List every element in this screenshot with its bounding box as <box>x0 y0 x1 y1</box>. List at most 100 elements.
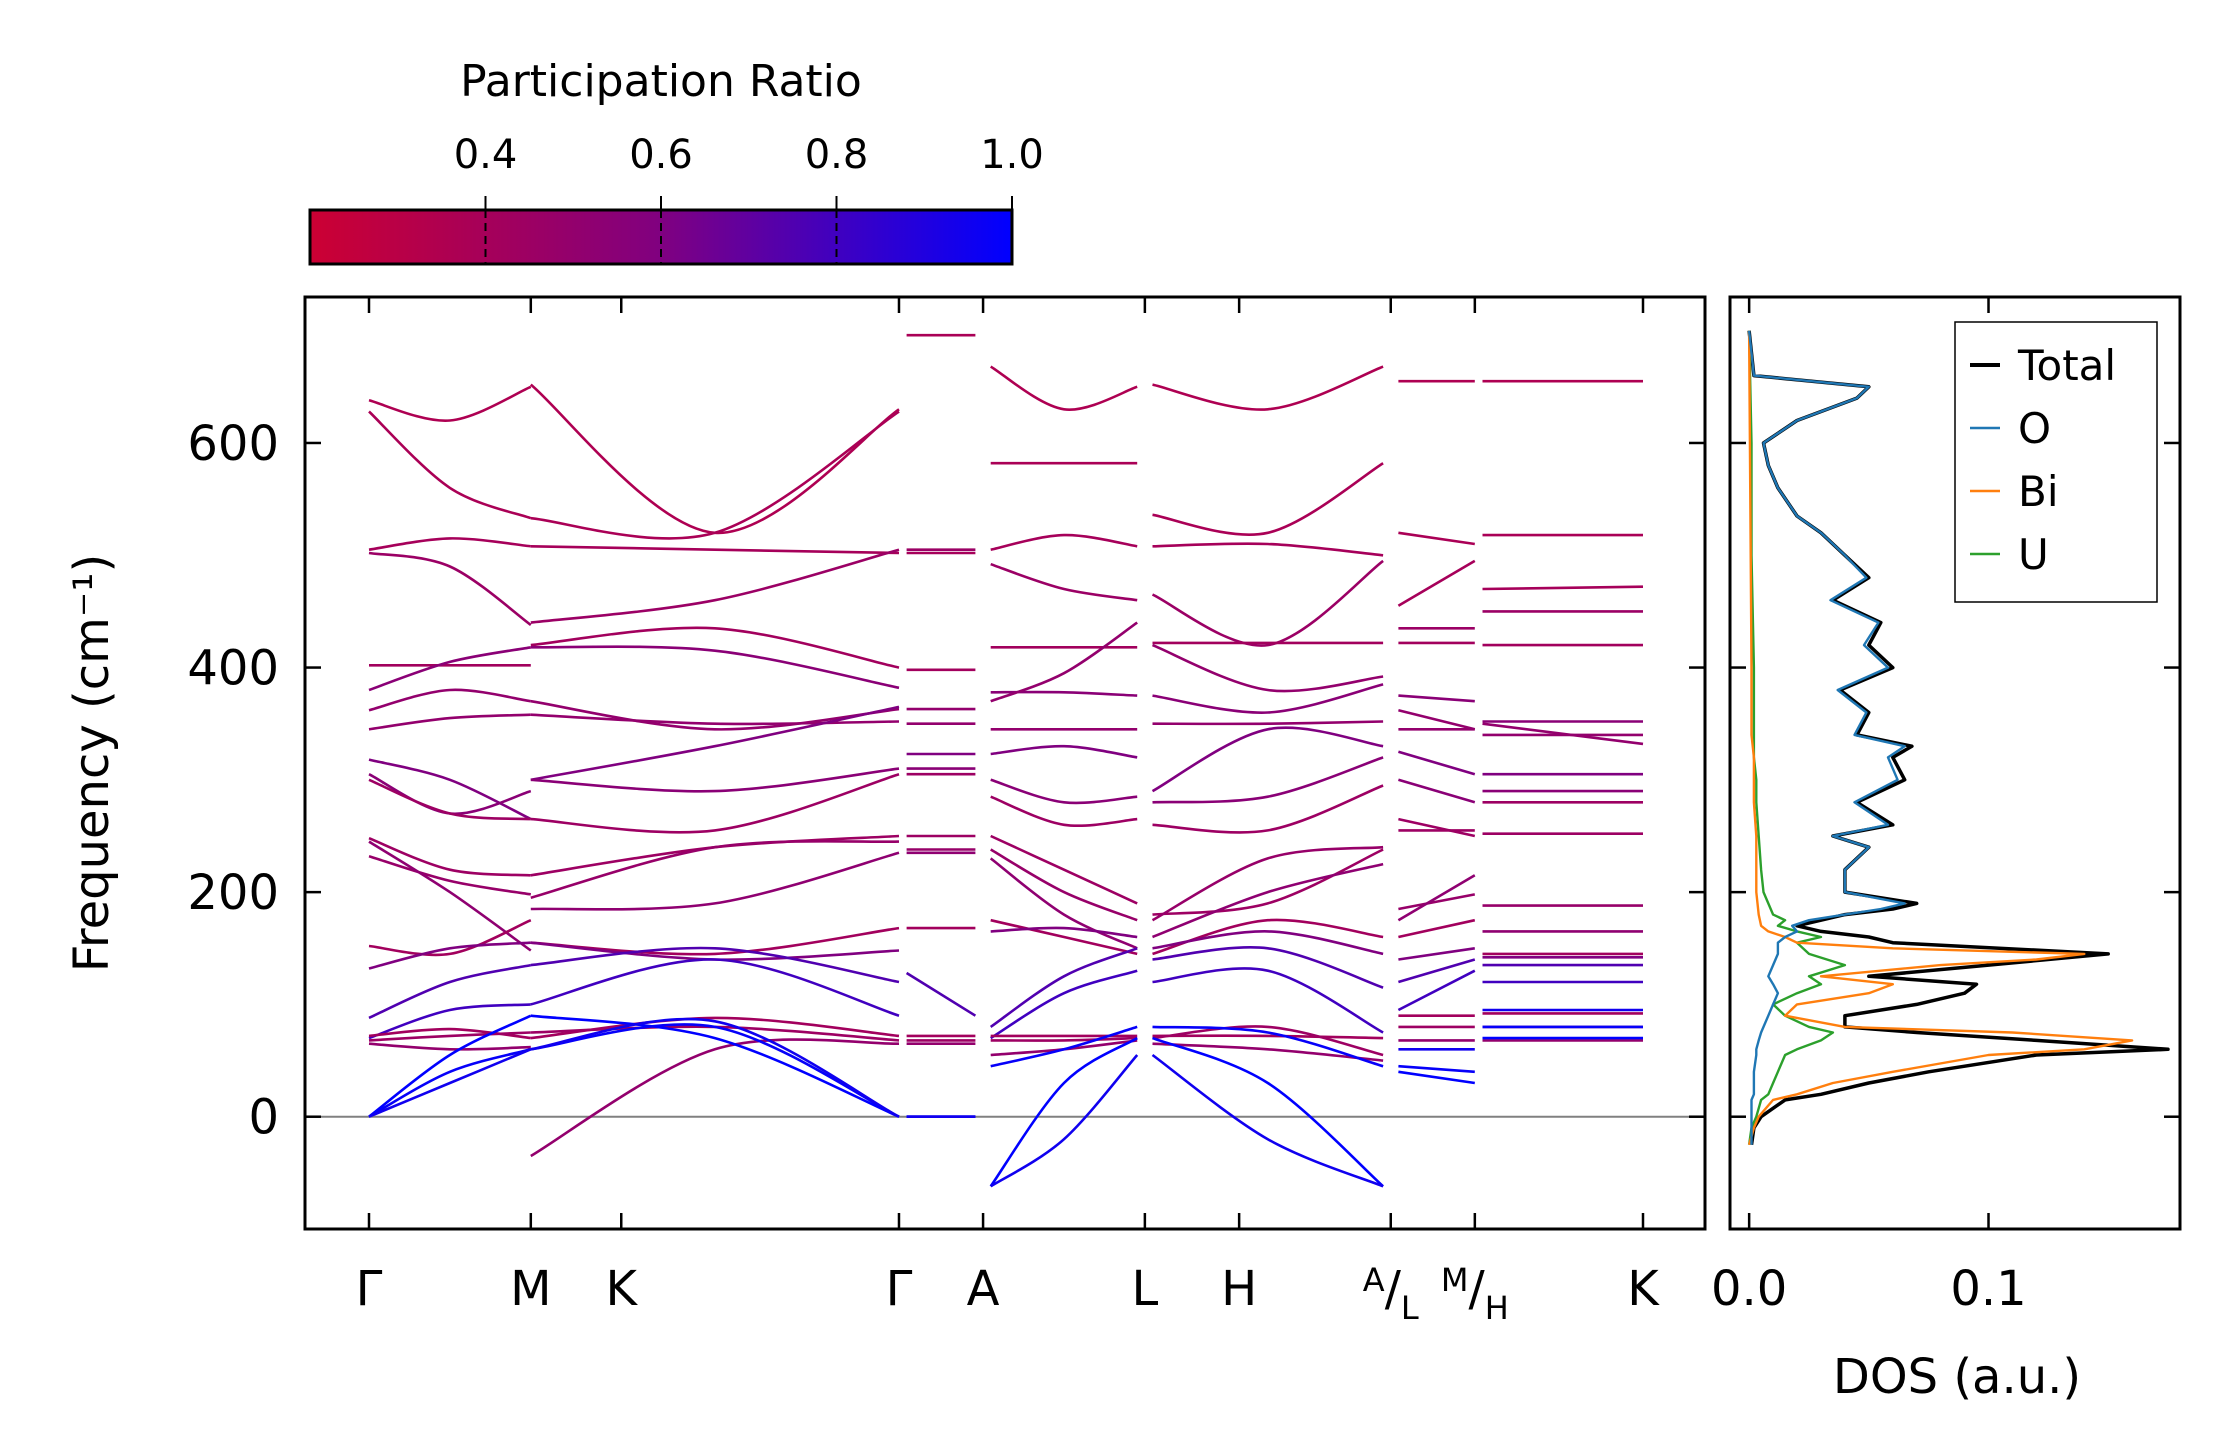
band-line <box>368 410 532 520</box>
band-line <box>1152 1025 1384 1057</box>
band-line <box>1482 585 1644 591</box>
band-line <box>368 1003 531 1040</box>
band-line <box>368 1031 531 1042</box>
band-line <box>1398 947 1475 961</box>
band-line <box>530 645 900 690</box>
y-axis-title-text: Frequency (cm⁻¹) <box>64 554 120 972</box>
band-line <box>990 690 1138 697</box>
kpath-label-slash: / <box>1385 1261 1402 1317</box>
band-line <box>368 1048 532 1118</box>
kpath-label: K <box>606 1261 639 1317</box>
kpath-label-left: M <box>1441 1261 1469 1299</box>
kpath-label: A/L <box>1363 1261 1419 1327</box>
kpath-label-slash: / <box>1469 1261 1486 1317</box>
band-line <box>990 533 1138 551</box>
band-line <box>1152 848 1384 916</box>
legend-label-bi: Bi <box>2018 467 2058 516</box>
band-line <box>530 839 900 899</box>
band-line <box>368 551 532 626</box>
band-line <box>1152 967 1384 1034</box>
band-line <box>989 1036 1138 1188</box>
band-line <box>1152 930 1384 956</box>
band-line <box>1397 874 1476 922</box>
band-line <box>368 1027 531 1040</box>
band-line <box>1398 694 1475 703</box>
band-line <box>530 926 900 956</box>
band-line <box>530 548 900 624</box>
band-line <box>1398 1070 1475 1085</box>
frequency-tick-label: 0 <box>248 1090 279 1146</box>
colorbar-tick-label: 0.4 <box>454 132 518 178</box>
band-line <box>1152 1034 1384 1040</box>
band-line <box>368 963 532 1020</box>
band-line <box>368 840 532 952</box>
dos-x-ticks: 0.0 0.1 <box>1711 297 2027 1317</box>
band-line <box>530 713 900 726</box>
band-line <box>989 947 1138 1028</box>
band-line <box>1152 720 1384 726</box>
band-axes-frame <box>303 295 1707 1231</box>
kpath-label: L <box>1131 1261 1158 1317</box>
dos-lines <box>1747 330 2170 1146</box>
band-line <box>368 854 532 896</box>
band-line <box>530 772 900 834</box>
band-line <box>1151 559 1384 647</box>
kpath-label-right: H <box>1485 1289 1509 1327</box>
band-line <box>1151 1053 1384 1188</box>
band-line <box>368 1014 532 1118</box>
band-line <box>1152 1036 1384 1188</box>
band-line <box>990 1036 1138 1042</box>
band-line <box>368 1042 531 1051</box>
band-line <box>530 699 900 731</box>
band-line <box>1152 946 1384 989</box>
band-line <box>990 926 1138 939</box>
legend-label-o: O <box>2018 404 2051 453</box>
band-line <box>1152 1042 1384 1062</box>
band-line <box>990 365 1138 411</box>
frequency-ticks: 0 200 400 600 <box>187 416 1705 1146</box>
band-line <box>530 1038 900 1158</box>
band-line <box>1398 958 1476 984</box>
kpath-label: K <box>1627 1261 1660 1317</box>
kpath-ticks: Γ M K Γ A L H A/LM/H K <box>356 297 1660 1327</box>
band-line <box>1152 784 1384 834</box>
band-line <box>530 767 900 793</box>
band-line <box>1398 893 1476 911</box>
band-line <box>989 857 1138 950</box>
band-line <box>1397 969 1476 1012</box>
band-line <box>530 705 900 782</box>
frequency-tick-label: 200 <box>187 865 279 921</box>
band-line <box>1398 817 1476 838</box>
band-line <box>1152 756 1384 804</box>
band-line <box>368 688 531 712</box>
band-line <box>368 836 531 877</box>
band-line <box>1152 1025 1384 1068</box>
band-line <box>990 834 1138 905</box>
legend-label-u: U <box>2018 530 2049 579</box>
band-line <box>368 537 531 551</box>
dos-axes-frame <box>1728 295 2182 1231</box>
band-line <box>990 1025 1138 1068</box>
band-lines <box>368 333 1644 1188</box>
band-line <box>368 385 532 422</box>
band-line <box>530 1017 900 1118</box>
colorbar: Participation Ratio 0.4 0.6 0.8 1.0 <box>308 56 1044 266</box>
dos-panel: 0.0 0.1 DOS (a.u.) Total O Bi U <box>1711 295 2182 1405</box>
dos-line-u <box>1747 330 1847 1145</box>
kpath-label: H <box>1221 1261 1257 1317</box>
band-line <box>990 795 1138 827</box>
legend: Total O Bi U <box>1954 321 2158 603</box>
band-line <box>368 758 532 821</box>
band-line <box>1398 1064 1475 1074</box>
kpath-label: M/H <box>1441 1261 1509 1327</box>
kpath-label-left: A <box>1363 1261 1385 1299</box>
band-line <box>1152 365 1384 411</box>
kpath-label-right: L <box>1401 1289 1419 1327</box>
dos-y-ticks <box>1730 441 2180 1118</box>
kpath-label: M <box>510 1261 551 1317</box>
colorbar-title: Participation Ratio <box>460 56 862 107</box>
kpath-label: A <box>967 1261 1000 1317</box>
colorbar-tick-label: 1.0 <box>980 132 1044 178</box>
dos-line-bi <box>1747 330 2134 1146</box>
